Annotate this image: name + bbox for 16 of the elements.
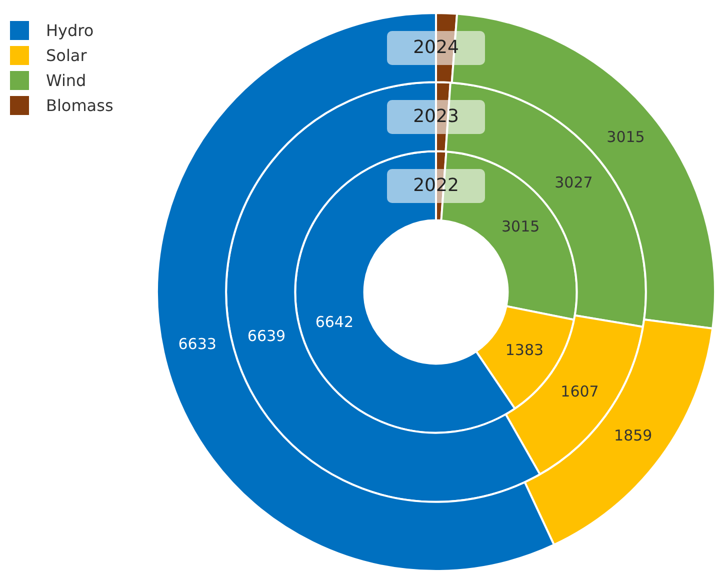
slice-label: 2022 (413, 175, 459, 196)
legend-label: Hydro (46, 21, 94, 40)
data-label: 6642 (315, 313, 354, 332)
data-label: 3015 (606, 128, 645, 146)
data-label: 3027 (554, 173, 593, 192)
data-label: 6633 (178, 334, 216, 353)
legend-label: Wind (46, 71, 86, 90)
slice-label: 2024 (413, 37, 459, 58)
data-label: 1859 (614, 426, 652, 444)
data-label: 3015 (502, 218, 540, 236)
data-label: 1383 (505, 340, 544, 359)
data-label: 1607 (560, 382, 599, 400)
legend-label: Blomass (46, 96, 114, 115)
legend-label: Solar (46, 46, 87, 65)
slice-label: 2023 (413, 106, 459, 128)
data-label: 6639 (247, 326, 286, 345)
